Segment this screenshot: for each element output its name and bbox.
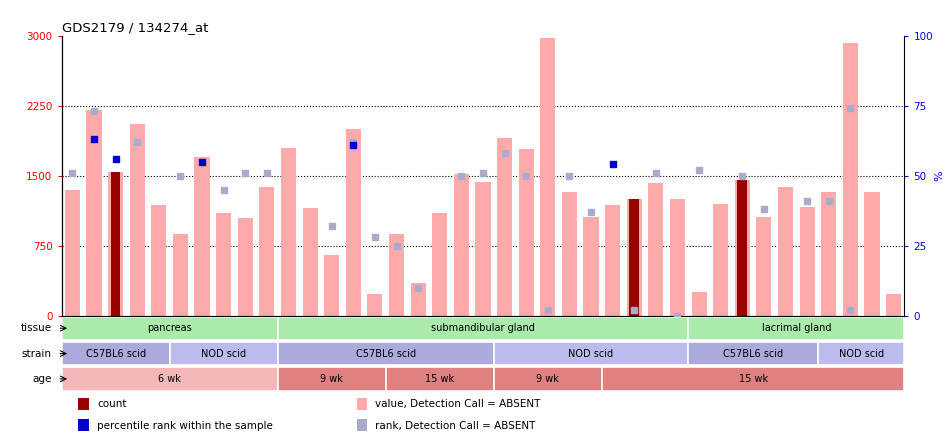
- Bar: [216, 213, 231, 316]
- Bar: [735, 180, 750, 316]
- Bar: [130, 124, 145, 316]
- Bar: [389, 234, 404, 316]
- Bar: [583, 217, 599, 316]
- Text: 9 wk: 9 wk: [536, 374, 560, 384]
- Text: NOD scid: NOD scid: [568, 349, 614, 359]
- Text: submandibular gland: submandibular gland: [431, 323, 535, 333]
- Text: pancreas: pancreas: [147, 323, 192, 333]
- Bar: [627, 199, 642, 316]
- Bar: [818, 342, 904, 365]
- Bar: [277, 317, 688, 340]
- Bar: [649, 183, 664, 316]
- Text: 9 wk: 9 wk: [320, 374, 343, 384]
- Text: 15 wk: 15 wk: [425, 374, 455, 384]
- Bar: [605, 206, 620, 316]
- Bar: [475, 182, 491, 316]
- Bar: [367, 294, 383, 316]
- Bar: [194, 157, 209, 316]
- Bar: [493, 367, 602, 391]
- Y-axis label: %: %: [935, 170, 944, 181]
- Text: strain: strain: [22, 349, 51, 359]
- Bar: [432, 213, 447, 316]
- Bar: [281, 147, 296, 316]
- Bar: [86, 110, 101, 316]
- Bar: [886, 294, 902, 316]
- Bar: [411, 283, 426, 316]
- Bar: [519, 149, 534, 316]
- Bar: [688, 317, 904, 340]
- Bar: [757, 217, 772, 316]
- Bar: [346, 129, 361, 316]
- Text: NOD scid: NOD scid: [201, 349, 246, 359]
- Bar: [688, 342, 818, 365]
- Text: C57BL6 scid: C57BL6 scid: [85, 349, 146, 359]
- Bar: [62, 367, 277, 391]
- Text: 15 wk: 15 wk: [739, 374, 768, 384]
- Bar: [385, 367, 493, 391]
- Bar: [843, 43, 858, 316]
- Bar: [540, 38, 555, 316]
- Text: tissue: tissue: [20, 323, 51, 333]
- Bar: [454, 174, 469, 316]
- Text: lacrimal gland: lacrimal gland: [761, 323, 831, 333]
- Bar: [777, 187, 793, 316]
- Bar: [865, 192, 880, 316]
- Bar: [630, 199, 639, 316]
- Text: NOD scid: NOD scid: [839, 349, 884, 359]
- Text: C57BL6 scid: C57BL6 scid: [356, 349, 416, 359]
- Text: count: count: [97, 399, 127, 409]
- Bar: [170, 342, 277, 365]
- Bar: [799, 207, 814, 316]
- Bar: [821, 192, 836, 316]
- Bar: [79, 420, 88, 432]
- Bar: [562, 192, 577, 316]
- Bar: [173, 234, 188, 316]
- Bar: [497, 138, 512, 316]
- Text: percentile rank within the sample: percentile rank within the sample: [97, 420, 273, 431]
- Bar: [356, 420, 366, 432]
- Bar: [62, 342, 170, 365]
- Bar: [111, 172, 120, 316]
- Bar: [713, 203, 728, 316]
- Bar: [493, 342, 688, 365]
- Bar: [670, 199, 685, 316]
- Bar: [277, 367, 385, 391]
- Text: value, Detection Call = ABSENT: value, Detection Call = ABSENT: [375, 399, 541, 409]
- Text: age: age: [32, 374, 51, 384]
- Bar: [738, 180, 747, 316]
- Bar: [152, 206, 167, 316]
- Bar: [64, 190, 80, 316]
- Text: 6 wk: 6 wk: [158, 374, 181, 384]
- Bar: [238, 218, 253, 316]
- Bar: [302, 208, 317, 316]
- Bar: [108, 172, 123, 316]
- Text: C57BL6 scid: C57BL6 scid: [724, 349, 783, 359]
- Text: rank, Detection Call = ABSENT: rank, Detection Call = ABSENT: [375, 420, 535, 431]
- Bar: [602, 367, 904, 391]
- Bar: [691, 292, 706, 316]
- Bar: [324, 255, 339, 316]
- Bar: [356, 398, 366, 410]
- Text: GDS2179 / 134274_at: GDS2179 / 134274_at: [62, 21, 208, 34]
- Bar: [259, 187, 275, 316]
- Bar: [79, 398, 88, 410]
- Bar: [62, 317, 277, 340]
- Bar: [277, 342, 493, 365]
